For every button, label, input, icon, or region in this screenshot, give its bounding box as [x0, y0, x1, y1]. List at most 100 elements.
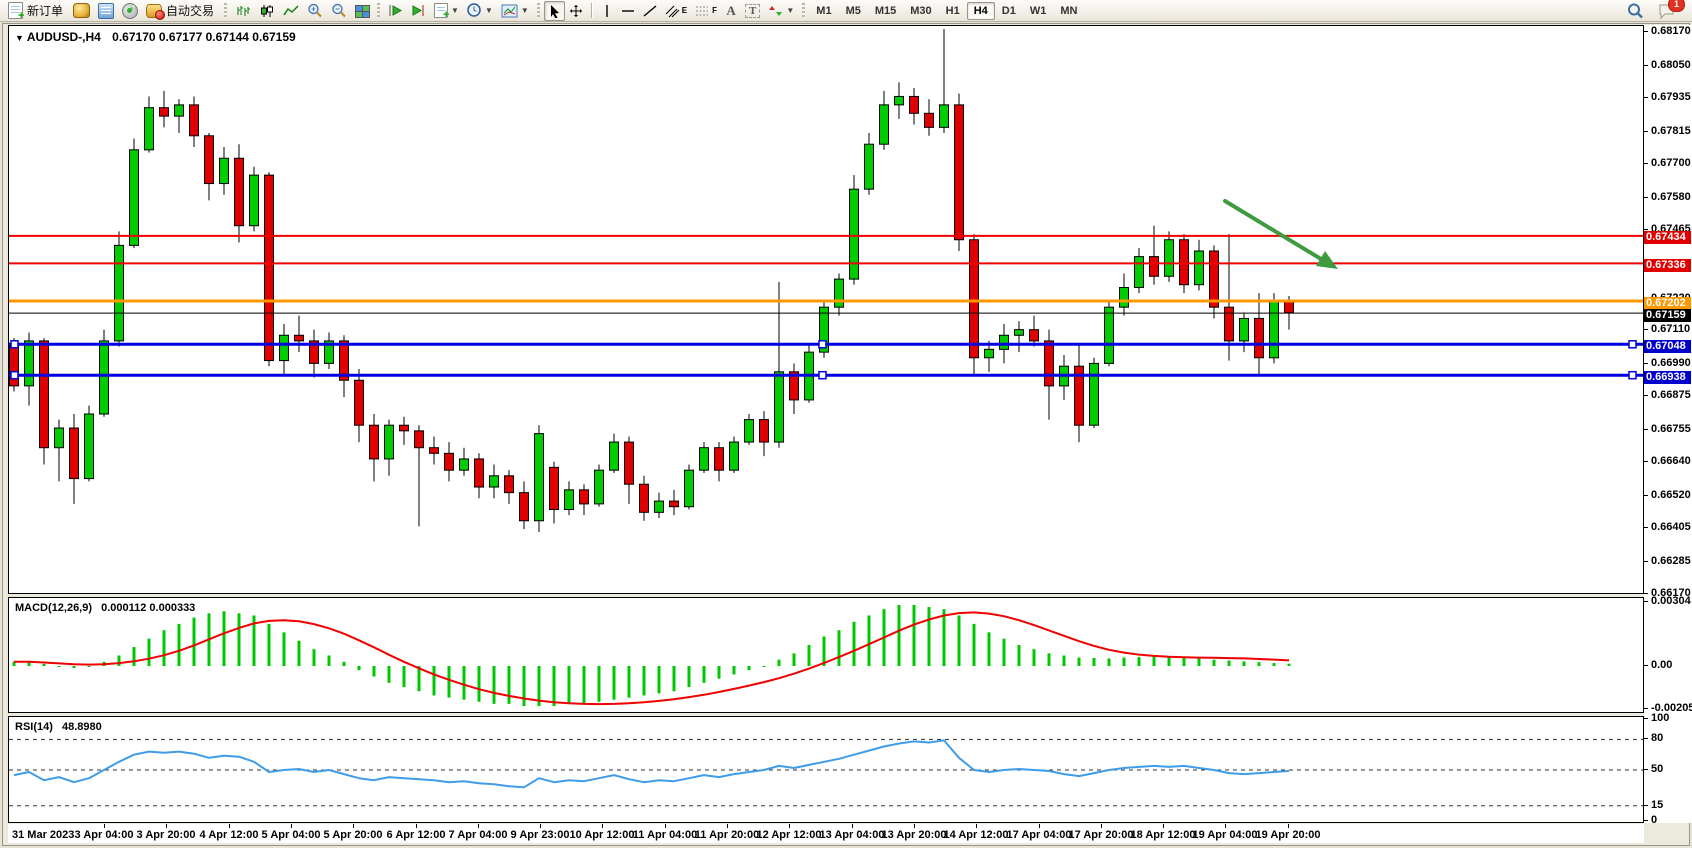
timeframe-button-w1[interactable]: W1 — [1029, 4, 1047, 17]
cursor-tool-button[interactable] — [543, 0, 565, 21]
macd-histogram-bar — [402, 666, 406, 688]
line-handle[interactable] — [818, 370, 827, 380]
bar-chart-mode-button[interactable] — [231, 1, 255, 21]
candle-bear — [264, 174, 274, 362]
timeframe-button-m5[interactable]: M5 — [845, 4, 861, 17]
macd-histogram-bar — [792, 653, 796, 666]
period-button[interactable]: ▼ — [463, 1, 497, 21]
time-tick — [291, 824, 292, 828]
label-tool-icon: T — [745, 3, 761, 18]
macd-values: 0.000112 0.000333 — [101, 602, 196, 614]
new-chart-button[interactable]: + ▼ — [430, 1, 463, 21]
candle-bear — [789, 371, 799, 401]
tile-windows-button[interactable] — [351, 1, 373, 21]
line-handle[interactable] — [10, 370, 19, 380]
template-button[interactable]: ▼ — [497, 1, 533, 21]
notification-badge: 1 — [1668, 0, 1685, 12]
arrows-tool-button[interactable]: ▼ — [764, 1, 798, 21]
trendline-tool-button[interactable] — [639, 1, 661, 21]
time-tick — [1039, 824, 1040, 828]
macd-histogram-bar — [1152, 656, 1156, 666]
macd-panel[interactable]: MACD(12,26,9) 0.000112 0.000333 — [8, 597, 1644, 713]
candle-bull — [729, 441, 739, 471]
price-tick-label: 0.67110 — [1651, 322, 1691, 335]
channel-tool-button[interactable]: E — [661, 1, 691, 21]
zoom-in-button[interactable] — [303, 1, 327, 21]
timeframe-button-m30[interactable]: M30 — [910, 4, 932, 17]
timeframe-button-d1[interactable]: D1 — [1001, 4, 1016, 17]
vertical-line-icon — [606, 4, 608, 17]
price-badge: 0.67202 — [1644, 296, 1691, 310]
candle-bear — [1074, 365, 1084, 426]
candle-bull — [999, 334, 1009, 350]
fibonacci-tool-button[interactable]: F — [691, 1, 721, 21]
trend-arrow-annotation[interactable] — [1223, 199, 1338, 269]
price-badge: 0.67336 — [1644, 258, 1691, 272]
candle-bear — [909, 95, 919, 114]
time-tick — [976, 824, 977, 828]
text-tool-button[interactable]: A — [721, 1, 741, 21]
line-handle[interactable] — [1628, 340, 1637, 349]
macd-histogram-bar — [1002, 638, 1006, 666]
price-axis[interactable]: 0.68170 0.68050 0.67935 0.67815 0.67700 0.675… — [1644, 25, 1692, 826]
timeframe-button-h4[interactable]: H4 — [966, 1, 995, 20]
price-tick-label: 0.68170 — [1651, 25, 1691, 37]
auto-trading-button[interactable]: 自动交易 — [142, 1, 220, 21]
candle-bear — [624, 441, 634, 485]
profiles-button[interactable] — [69, 1, 94, 21]
rsi-panel[interactable]: RSI(14) 48.8980 — [8, 716, 1644, 823]
price-tick — [1644, 460, 1648, 462]
chart-shift-button[interactable] — [407, 1, 430, 21]
timeframe-button-m15[interactable]: M15 — [874, 4, 897, 17]
rsi-chart[interactable] — [9, 717, 1643, 822]
candle-bear — [954, 104, 964, 241]
candle-bear — [1284, 301, 1294, 314]
chat-button[interactable]: 1 — [1654, 0, 1685, 21]
candle-bull — [609, 441, 619, 471]
candle-bear — [579, 489, 589, 505]
new-order-button[interactable]: + 新订单 — [4, 1, 69, 22]
rsi-tick-label: 50 — [1651, 763, 1664, 775]
line-handle[interactable] — [1628, 370, 1637, 380]
candlestick-chart[interactable] — [9, 26, 1643, 593]
candle-bear — [354, 379, 364, 426]
text-label-tool-button[interactable]: T — [741, 1, 764, 21]
signals-button[interactable] — [118, 1, 142, 21]
candle-bear — [204, 135, 214, 185]
time-axis-label: 18 Apr 12:00 — [1130, 829, 1196, 841]
macd-tick — [1644, 601, 1648, 602]
price-chart-panel[interactable]: ▼ AUDUSD-,H4 0.67170 0.67177 0.67144 0.6… — [8, 25, 1644, 594]
candle-bull — [219, 157, 229, 185]
candlestick-mode-button[interactable] — [255, 1, 279, 21]
zoom-out-button[interactable] — [327, 1, 351, 21]
crosshair-tool-button[interactable] — [565, 1, 587, 21]
toolbar-separator — [590, 3, 593, 18]
line-handle[interactable] — [818, 340, 827, 349]
macd-histogram-bar — [972, 623, 976, 666]
time-axis-label: 17 Apr 20:00 — [1068, 829, 1134, 841]
market-watch-button[interactable] — [94, 1, 118, 21]
auto-scroll-button[interactable] — [384, 1, 407, 21]
time-axis[interactable]: 31 Mar 2023 3 Apr 04:00 3 Apr 20:00 4 Apr 1… — [8, 824, 1644, 843]
line-handle[interactable] — [10, 340, 19, 349]
line-chart-mode-button[interactable] — [279, 1, 303, 21]
trendline-icon — [643, 4, 657, 17]
macd-histogram-bar — [1092, 658, 1096, 666]
candle-bear — [924, 112, 934, 128]
horizontal-line-tool-button[interactable] — [617, 1, 639, 21]
fibo-tag: F — [712, 6, 718, 15]
timeframe-button-m1[interactable]: M1 — [816, 4, 832, 17]
timeframe-button-h1[interactable]: H1 — [945, 4, 960, 17]
macd-chart[interactable] — [9, 598, 1643, 712]
vertical-line-tool-button[interactable] — [597, 1, 617, 21]
timeframe-button-mn[interactable]: MN — [1060, 4, 1078, 17]
price-tick-label: 0.67935 — [1651, 91, 1691, 104]
macd-name: MACD(12,26,9) — [15, 602, 93, 614]
search-button[interactable] — [1623, 1, 1648, 21]
macd-histogram-bar — [627, 666, 631, 698]
chevron-down-icon: ▼ — [786, 6, 795, 15]
time-axis-label: 13 Apr 20:00 — [881, 829, 947, 841]
candle-bear — [1149, 256, 1159, 277]
symbol-dropdown-icon[interactable]: ▼ — [15, 33, 24, 43]
macd-histogram-bar — [1167, 657, 1171, 666]
